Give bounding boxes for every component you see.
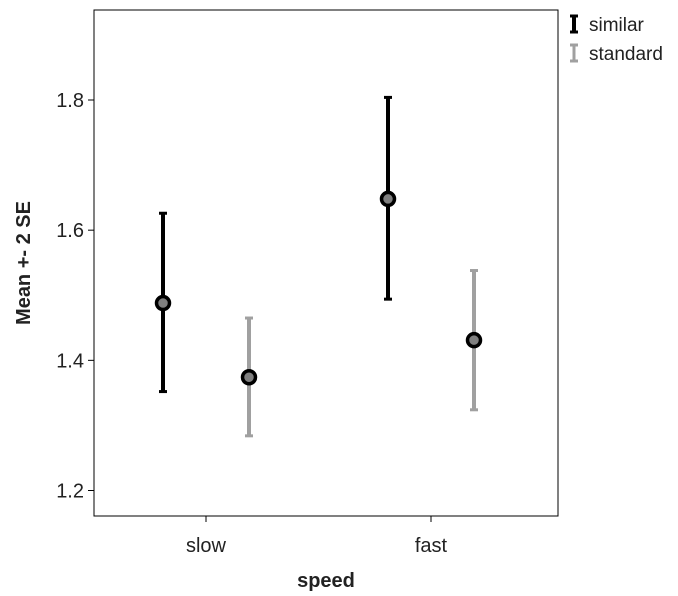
y-axis-title: Mean +- 2 SE bbox=[13, 201, 35, 325]
legend-item-standard: standard bbox=[570, 43, 663, 65]
x-axis-title: speed bbox=[297, 570, 355, 592]
error-bar-similar-fast bbox=[379, 95, 397, 301]
y-tick-label: 1.8 bbox=[56, 90, 84, 112]
y-tick-label: 1.6 bbox=[56, 220, 84, 242]
error-bar-standard-slow bbox=[240, 316, 258, 438]
error-bar-standard-fast bbox=[465, 269, 483, 412]
mean-point bbox=[154, 294, 172, 312]
plot-frame bbox=[93, 9, 559, 517]
y-axis: 1.2 1.4 1.6 1.8 bbox=[56, 90, 94, 503]
legend: similar standard bbox=[570, 14, 663, 65]
plot-marks bbox=[154, 95, 483, 438]
y-tick-label: 1.4 bbox=[56, 350, 84, 372]
x-axis: slow fast bbox=[186, 516, 448, 557]
legend-label: standard bbox=[589, 44, 663, 65]
x-tick-label: slow bbox=[186, 535, 227, 557]
mean-point bbox=[379, 190, 397, 208]
x-tick-label: fast bbox=[415, 535, 448, 557]
y-tick-label: 1.2 bbox=[56, 481, 84, 503]
legend-item-similar: similar bbox=[570, 14, 645, 36]
error-bar-similar-slow bbox=[154, 211, 172, 394]
mean-point bbox=[240, 369, 258, 386]
mean-point bbox=[465, 331, 483, 349]
legend-label: similar bbox=[589, 15, 645, 36]
